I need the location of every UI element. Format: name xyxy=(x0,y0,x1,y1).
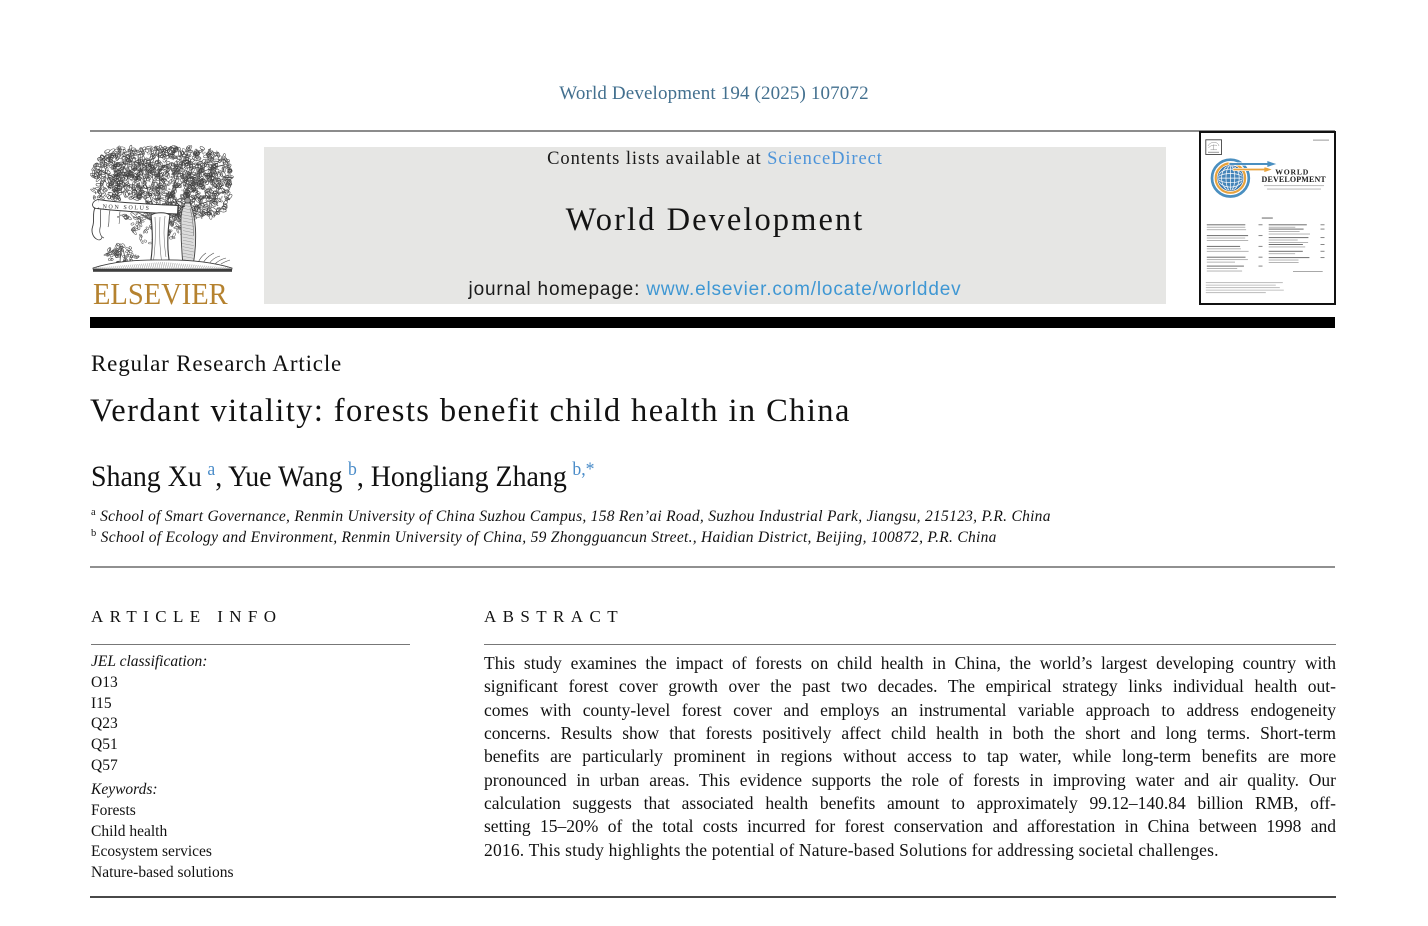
svg-text:DEVELOPMENT: DEVELOPMENT xyxy=(1262,175,1327,184)
svg-text:NON SOLUS: NON SOLUS xyxy=(102,204,150,212)
svg-text:WORLD: WORLD xyxy=(1275,167,1309,176)
